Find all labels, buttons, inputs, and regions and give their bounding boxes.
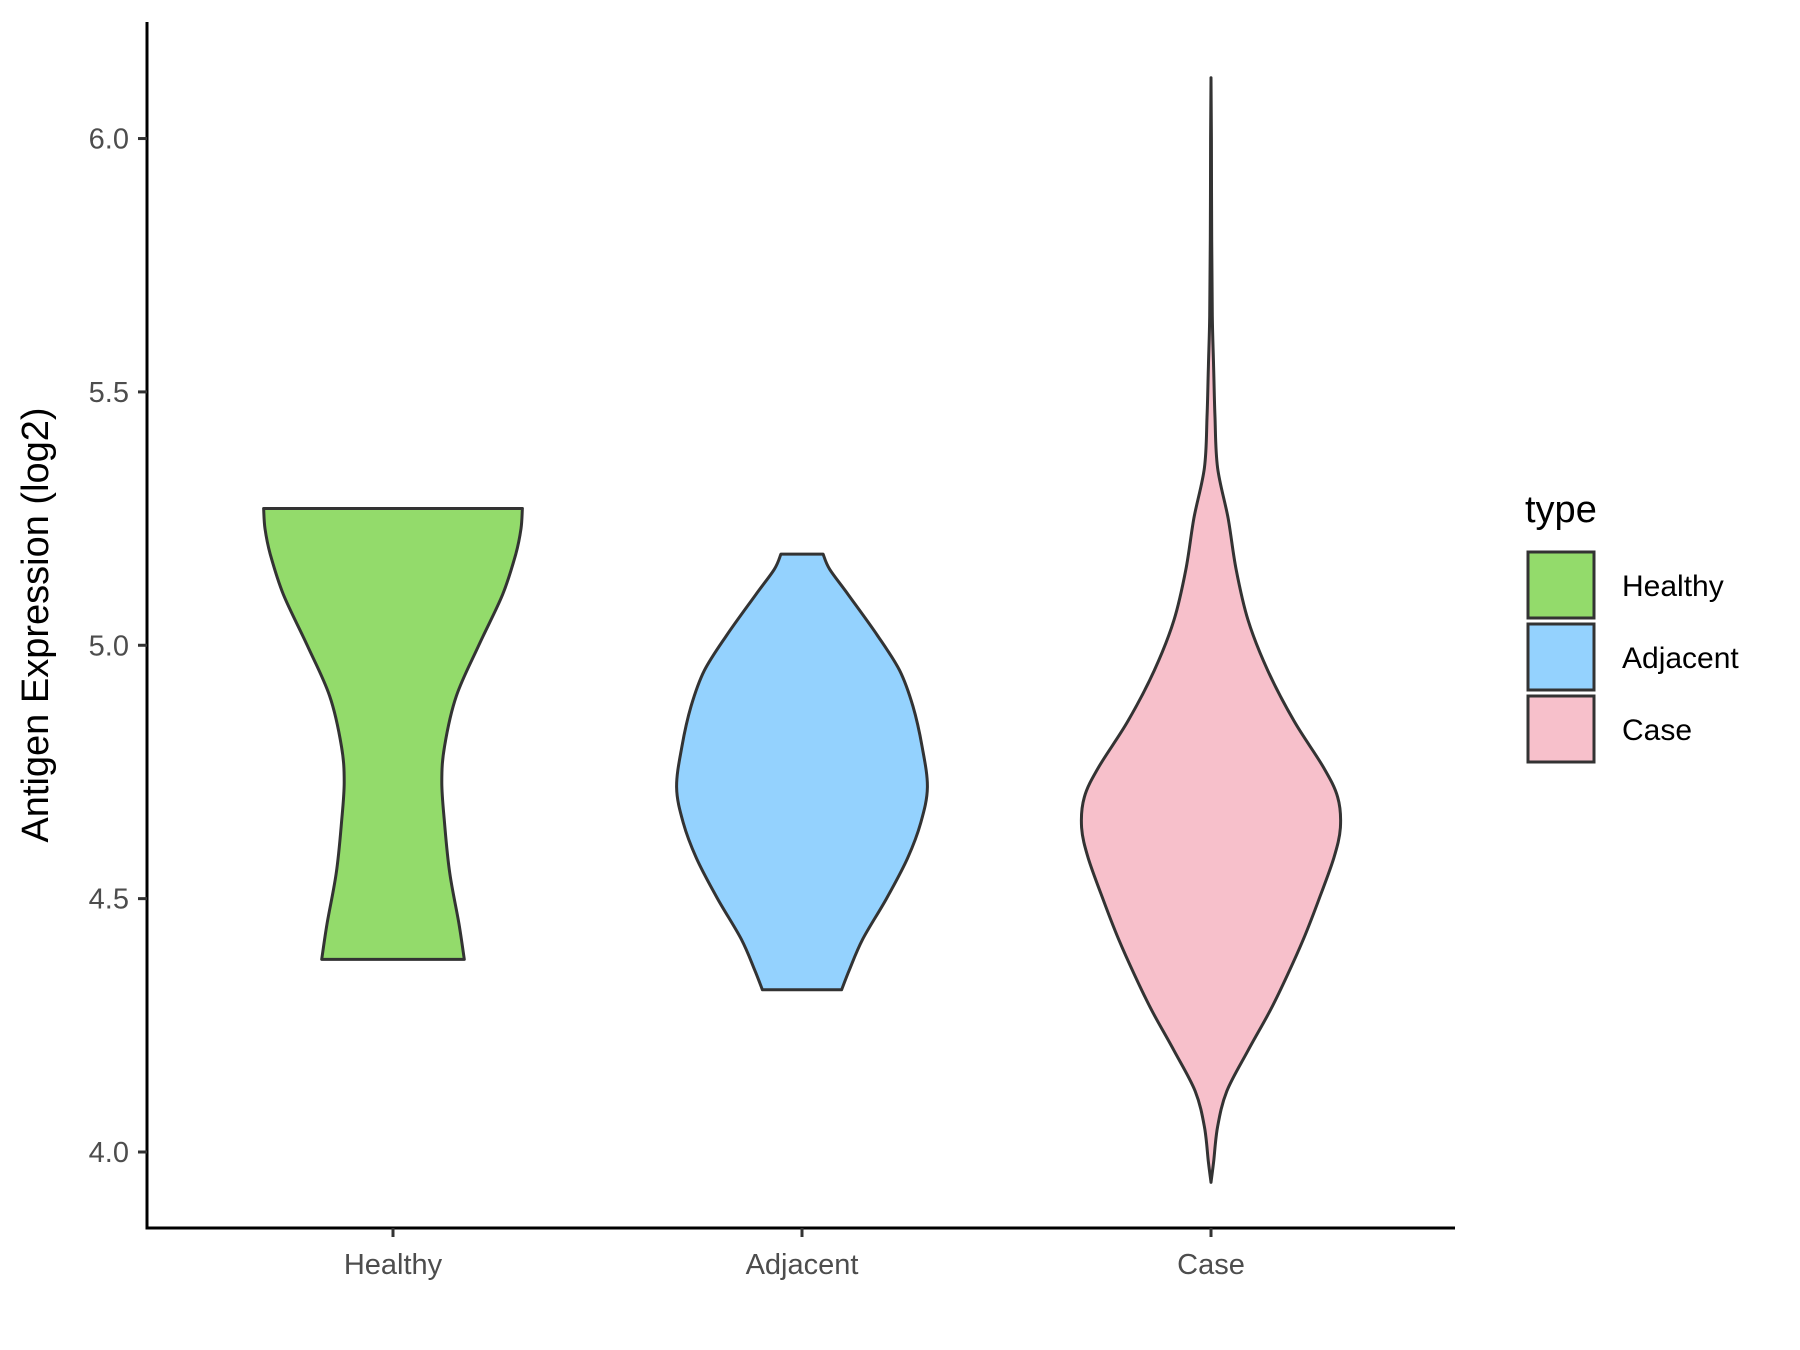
legend-key-adjacent [1526,622,1596,692]
legend-key-case [1526,694,1596,764]
y-tick-label: 4.5 [89,884,129,916]
violin-layer [262,76,1343,1184]
legend-key-healthy [1526,550,1596,620]
y-tick-label: 5.0 [89,630,129,662]
y-tick-label: 5.5 [89,377,129,409]
legend-label-healthy: Healthy [1622,570,1724,603]
x-tick-label: Healthy [344,1249,443,1281]
x-ticks: Healthy Adjacent Case [344,1228,1245,1281]
legend-label-adjacent: Adjacent [1622,642,1739,675]
legend: type Healthy Adjacent Case [1525,489,1739,764]
y-ticks: 4.0 4.5 5.0 5.5 6.0 [89,124,147,1169]
legend-title: type [1525,489,1597,531]
x-tick-label: Adjacent [746,1249,859,1281]
violin-case [1079,76,1343,1184]
x-tick-label: Case [1177,1249,1245,1281]
y-axis-title: Antigen Expression (log2) [15,407,57,842]
violin-healthy [262,507,524,961]
legend-label-case: Case [1622,714,1692,747]
y-tick-label: 4.0 [89,1137,129,1169]
axes-layer [145,22,1455,1230]
violin-adjacent [675,552,929,992]
y-tick-label: 6.0 [89,124,129,156]
